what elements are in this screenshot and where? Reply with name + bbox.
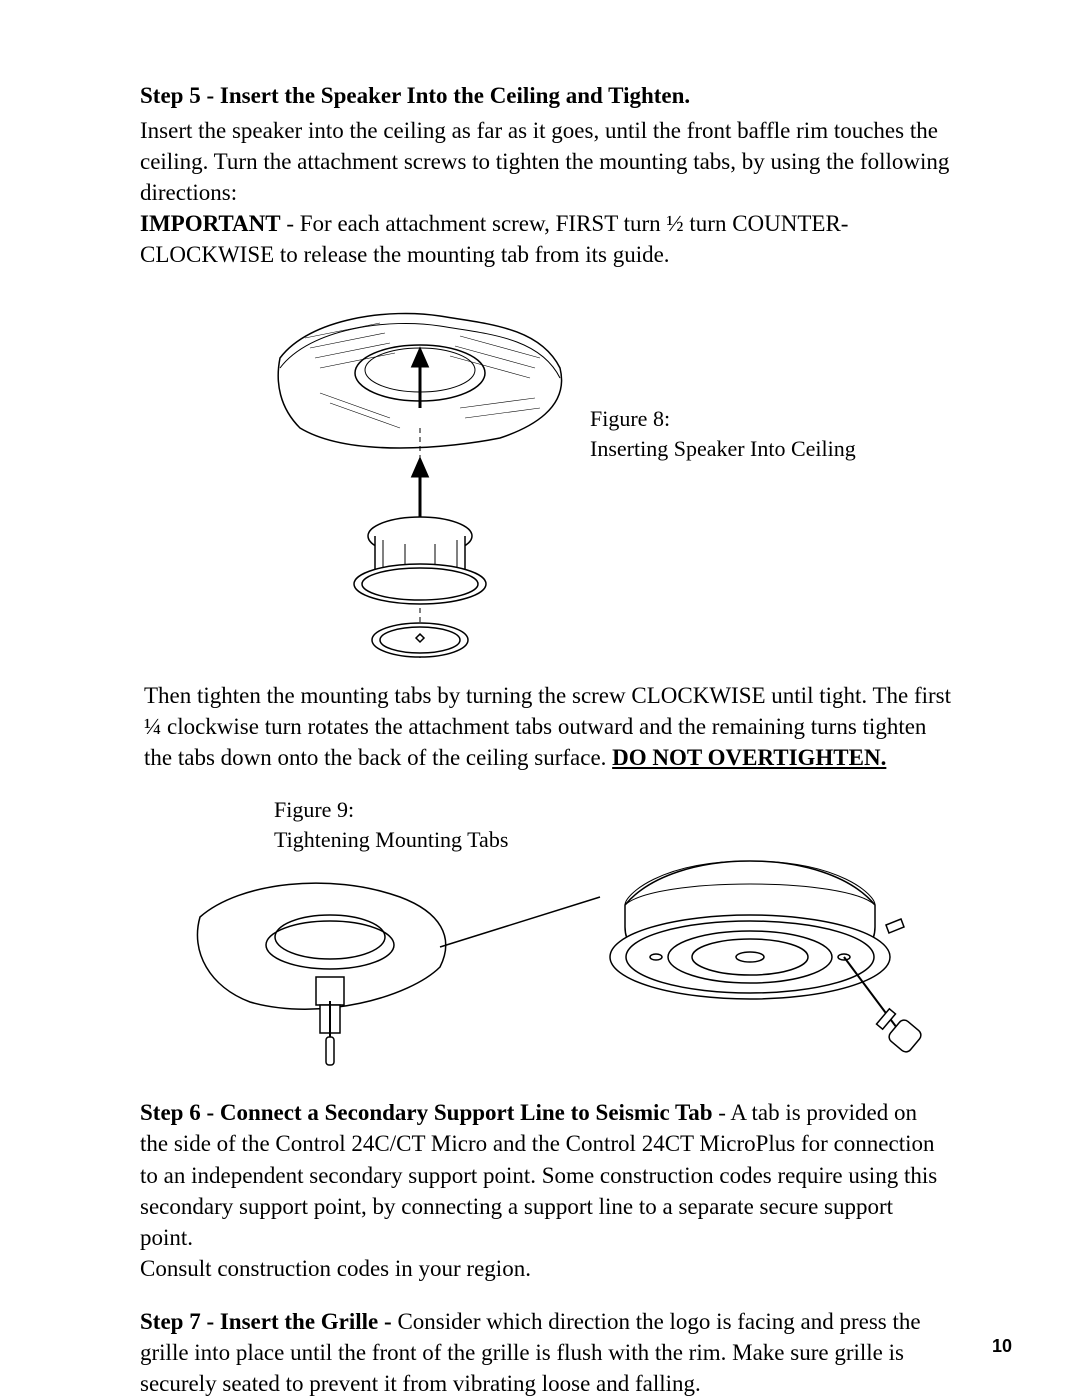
step6-prefix: Step 6 - Connect a Secondary Support Lin… [140, 1100, 713, 1125]
step6-para: Step 6 - Connect a Secondary Support Lin… [140, 1097, 950, 1283]
figure8-text: Inserting Speaker Into Ceiling [590, 436, 856, 461]
step5b-warn: DO NOT OVERTIGHTEN. [612, 745, 886, 770]
spacer2 [140, 1284, 950, 1306]
figure8-caption: Figure 8: Inserting Speaker Into Ceiling [590, 404, 856, 463]
figure9-caption: Figure 9: Tightening Mounting Tabs [274, 795, 508, 854]
page-container: Step 5 - Insert the Speaker Into the Cei… [0, 0, 1080, 1397]
figure9-illustration [180, 857, 940, 1067]
step5-prefix: Step 5 - [140, 83, 220, 108]
step5-important: IMPORTANT - For each attachment screw, F… [140, 208, 950, 270]
step7-para: Step 7 - Insert the Grille - Consider wh… [140, 1306, 950, 1399]
figure9-text: Tightening Mounting Tabs [274, 827, 508, 852]
step5-heading: Step 5 - Insert the Speaker Into the Cei… [140, 80, 950, 111]
important-label: IMPORTANT [140, 211, 281, 236]
figure8-label: Figure 8: [590, 406, 670, 431]
figure8-illustration [270, 288, 570, 668]
figure9-label: Figure 9: [274, 797, 354, 822]
spacer [140, 1069, 950, 1097]
step5-title: Insert the Speaker Into the Ceiling and … [220, 83, 690, 108]
step5b-para: Then tighten the mounting tabs by turnin… [144, 680, 956, 773]
figure8-wrap: Figure 8: Inserting Speaker Into Ceiling [140, 288, 950, 668]
page-number: 10 [992, 1336, 1012, 1357]
step5-para1: Insert the speaker into the ceiling as f… [140, 115, 950, 208]
figure9-wrap: Figure 9: Tightening Mounting Tabs [180, 789, 940, 1069]
step6-text2: Consult construction codes in your regio… [140, 1256, 531, 1281]
step7-prefix: Step 7 - Insert the Grille - [140, 1309, 397, 1334]
